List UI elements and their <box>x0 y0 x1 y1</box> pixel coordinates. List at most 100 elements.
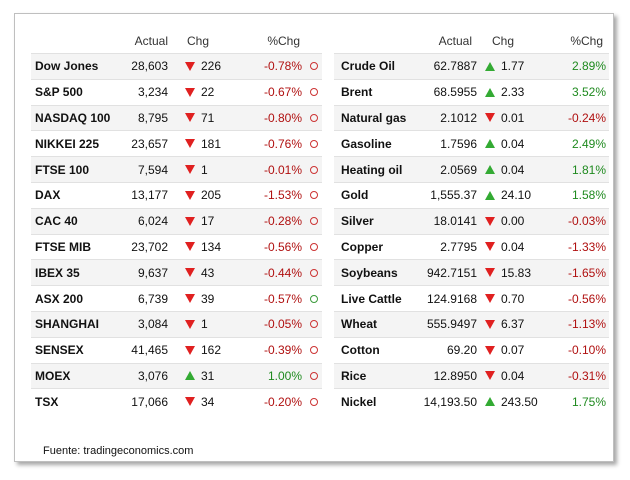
actual-value: 13,177 <box>131 188 168 203</box>
instrument-name-link[interactable]: NIKKEI 225 <box>35 136 100 151</box>
table-row[interactable]: Heating oil 2.0569 0.04 1.81% <box>334 156 609 182</box>
percent-change-value: -0.78% <box>263 59 302 74</box>
table-row[interactable]: NASDAQ 100 8,795 71 -0.80% <box>31 104 322 131</box>
table-row[interactable]: Dow Jones 28,603 226 -0.78% <box>31 53 322 79</box>
instrument-name-link[interactable]: FTSE MIB <box>35 239 91 254</box>
table-row[interactable]: Wheat 555.9497 6.37 -1.13% <box>334 310 609 337</box>
table-row[interactable]: ASX 200 6,739 39 -0.57% <box>31 285 322 311</box>
instrument-name-link[interactable]: Dow Jones <box>35 59 99 74</box>
market-status-cell <box>307 106 321 131</box>
market-status-icon <box>310 397 318 406</box>
change-value: 162 <box>201 343 222 358</box>
percent-change-value: 1.81% <box>571 162 606 177</box>
instrument-name-link[interactable]: TSX <box>35 394 59 409</box>
market-status-cell <box>307 286 321 311</box>
percent-change-value: -0.01% <box>263 162 302 177</box>
table-row[interactable]: Natural gas 2.1012 0.01 -0.24% <box>334 104 609 131</box>
arrow-down-icon <box>185 165 195 175</box>
instrument-name-link[interactable]: S&P 500 <box>35 85 83 100</box>
instrument-name-link[interactable]: Cotton <box>341 343 380 358</box>
change-value: 0.00 <box>501 214 525 229</box>
change-value: 2.33 <box>501 85 525 100</box>
market-status-cell <box>307 131 321 156</box>
percent-change-value: -1.33% <box>567 239 606 254</box>
market-status-cell <box>307 209 321 234</box>
percent-change-value: 1.75% <box>571 394 606 409</box>
instrument-name-link[interactable]: Copper <box>341 239 383 254</box>
change-cell: 0.70 <box>485 286 555 311</box>
instrument-name-link[interactable]: Silver <box>341 214 374 229</box>
instrument-name-link[interactable]: Crude Oil <box>341 59 396 74</box>
instrument-name-link[interactable]: MOEX <box>35 368 71 383</box>
arrow-down-icon <box>185 294 195 304</box>
table-row[interactable]: S&P 500 3,234 22 -0.67% <box>31 78 322 105</box>
table-row[interactable]: MOEX 3,076 31 1.00% <box>31 362 322 389</box>
change-cell: 0.04 <box>485 157 555 182</box>
table-row[interactable]: Gasoline 1.7596 0.04 2.49% <box>334 130 609 157</box>
change-value: 0.01 <box>501 110 525 125</box>
arrow-down-icon <box>485 268 495 278</box>
table-row[interactable]: Gold 1,555.37 24.10 1.58% <box>334 181 609 208</box>
instrument-name-link[interactable]: Gasoline <box>341 136 392 151</box>
table-row[interactable]: CAC 40 6,024 17 -0.28% <box>31 207 322 234</box>
instrument-name-link[interactable]: IBEX 35 <box>35 265 80 280</box>
table-row[interactable]: Rice 12.8950 0.04 -0.31% <box>334 362 609 389</box>
instrument-name-link[interactable]: Live Cattle <box>341 291 402 306</box>
table-row[interactable]: Live Cattle 124.9168 0.70 -0.56% <box>334 285 609 311</box>
change-value: 24.10 <box>501 188 532 203</box>
table-row[interactable]: FTSE MIB 23,702 134 -0.56% <box>31 233 322 260</box>
instrument-name-link[interactable]: NASDAQ 100 <box>35 110 111 125</box>
instrument-name-link[interactable]: Gold <box>341 188 369 203</box>
instrument-name-link[interactable]: FTSE 100 <box>35 162 90 177</box>
change-value: 43 <box>201 265 215 280</box>
market-status-icon <box>310 191 318 200</box>
percent-change-value: -0.03% <box>567 214 606 229</box>
table-row[interactable]: Nickel 14,193.50 243.50 1.75% <box>334 388 609 415</box>
instrument-name-link[interactable]: Rice <box>341 368 367 383</box>
change-cell: 22 <box>185 80 245 105</box>
actual-value: 2.1012 <box>440 110 477 125</box>
instrument-name-link[interactable]: Wheat <box>341 317 377 332</box>
table-row[interactable]: SENSEX 41,465 162 -0.39% <box>31 336 322 363</box>
table-row[interactable]: FTSE 100 7,594 1 -0.01% <box>31 156 322 182</box>
table-row[interactable]: Silver 18.0141 0.00 -0.03% <box>334 207 609 234</box>
arrow-down-icon <box>185 345 195 355</box>
instrument-name-link[interactable]: ASX 200 <box>35 291 84 306</box>
arrow-down-icon <box>485 294 495 304</box>
percent-change-value: -0.67% <box>263 85 302 100</box>
table-row[interactable]: DAX 13,177 205 -1.53% <box>31 181 322 208</box>
actual-value: 18.0141 <box>433 214 477 229</box>
instrument-name-link[interactable]: Natural gas <box>341 110 407 125</box>
change-value: 22 <box>201 85 215 100</box>
instrument-name-link[interactable]: Soybeans <box>341 265 398 280</box>
market-status-icon <box>310 371 318 380</box>
table-row[interactable]: Brent 68.5955 2.33 3.52% <box>334 78 609 105</box>
change-value: 1 <box>201 162 208 177</box>
table-row[interactable]: Soybeans 942.7151 15.83 -1.65% <box>334 259 609 286</box>
change-value: 6.37 <box>501 317 525 332</box>
instrument-name-link[interactable]: CAC 40 <box>35 214 78 229</box>
instrument-name-link[interactable]: SHANGHAI <box>35 317 100 332</box>
actual-value: 6,024 <box>137 214 168 229</box>
table-row[interactable]: Crude Oil 62.7887 1.77 2.89% <box>334 53 609 79</box>
instrument-name-link[interactable]: SENSEX <box>35 343 84 358</box>
instrument-name-link[interactable]: Brent <box>341 85 373 100</box>
instrument-name-link[interactable]: Heating oil <box>341 162 403 177</box>
percent-change-value: -0.24% <box>567 110 606 125</box>
arrow-down-icon <box>185 216 195 226</box>
instrument-name-link[interactable]: DAX <box>35 188 61 203</box>
table-row[interactable]: TSX 17,066 34 -0.20% <box>31 388 322 415</box>
arrow-up-icon <box>185 371 195 381</box>
change-cell: 71 <box>185 106 245 131</box>
table-row[interactable]: Copper 2.7795 0.04 -1.33% <box>334 233 609 260</box>
market-status-cell <box>307 235 321 260</box>
table-row[interactable]: IBEX 35 9,637 43 -0.44% <box>31 259 322 286</box>
instrument-name-link[interactable]: Nickel <box>341 394 377 409</box>
arrow-down-icon <box>185 87 195 97</box>
table-row[interactable]: NIKKEI 225 23,657 181 -0.76% <box>31 130 322 157</box>
change-value: 0.07 <box>501 343 525 358</box>
actual-value: 23,657 <box>131 136 168 151</box>
percent-change-value: -0.57% <box>263 291 302 306</box>
table-row[interactable]: SHANGHAI 3,084 1 -0.05% <box>31 310 322 337</box>
table-row[interactable]: Cotton 69.20 0.07 -0.10% <box>334 336 609 363</box>
